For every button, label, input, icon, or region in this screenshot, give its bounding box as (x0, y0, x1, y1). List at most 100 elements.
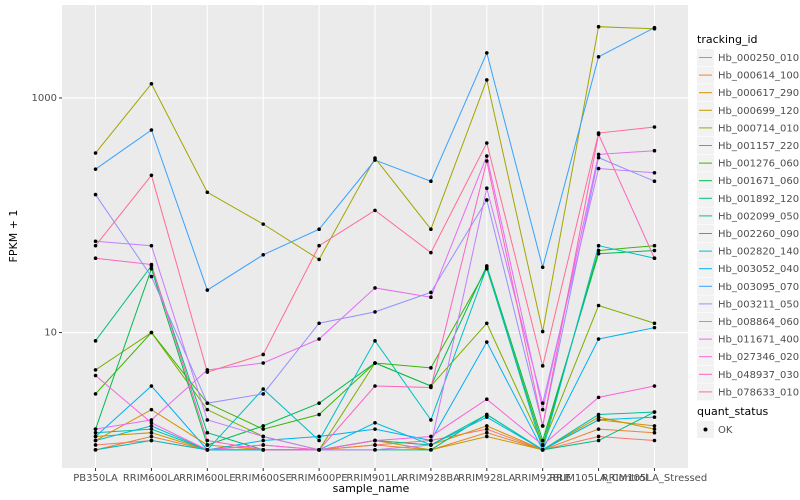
data-point (429, 434, 433, 439)
data-point (484, 397, 489, 402)
data-point (484, 186, 489, 191)
data-point (93, 243, 98, 248)
legend2-title: quant_status (697, 405, 769, 418)
data-point (429, 366, 433, 370)
data-point (596, 152, 601, 157)
data-point (652, 179, 657, 184)
data-point (429, 385, 433, 390)
data-point (261, 448, 266, 452)
data-point (596, 337, 601, 341)
legend-label: Hb_001157_220 (718, 141, 799, 152)
legend-label: Hb_003211_050 (718, 299, 799, 310)
data-point (596, 418, 601, 422)
data-point (484, 430, 489, 435)
data-point (317, 243, 321, 248)
data-point (261, 387, 266, 391)
legend-label: Hb_000714_010 (718, 123, 799, 134)
data-point (93, 448, 98, 452)
legend-label: Hb_000617_290 (718, 88, 799, 99)
x-tick-label: RRIM105LA_Stressed (602, 473, 707, 484)
data-point (484, 198, 489, 202)
data-point (373, 438, 377, 443)
legend-label: Hb_001892_120 (718, 194, 799, 205)
data-point (652, 438, 657, 443)
data-point (484, 51, 489, 55)
data-point (652, 415, 657, 419)
data-point (484, 424, 489, 428)
data-point (149, 384, 154, 388)
data-point (652, 148, 657, 153)
data-point (596, 248, 601, 253)
data-point (149, 424, 154, 428)
data-point (484, 78, 489, 82)
data-point (596, 166, 601, 171)
data-point (93, 151, 98, 155)
x-tick-label: PB350LA (73, 473, 118, 484)
data-point (149, 82, 154, 86)
data-point (149, 128, 154, 132)
data-point (261, 252, 266, 257)
data-point (652, 384, 657, 388)
data-point (373, 310, 377, 314)
data-point (540, 438, 545, 443)
data-point (149, 434, 154, 439)
data-point (317, 337, 321, 341)
x-tick-label: RRIM600SE (235, 473, 292, 484)
legend-label: Hb_000250_010 (718, 53, 799, 64)
data-point (93, 434, 98, 439)
data-point (484, 141, 489, 145)
data-point (205, 430, 210, 435)
data-point (596, 55, 601, 59)
x-tick-label: RRIM928BA (402, 473, 460, 484)
data-point (484, 154, 489, 158)
data-point (429, 290, 433, 295)
legend-label: Hb_000614_100 (718, 71, 799, 82)
data-point (596, 434, 601, 439)
data-point (484, 434, 489, 439)
data-point (261, 424, 266, 428)
data-point (373, 339, 377, 343)
data-point (652, 325, 657, 330)
legend-label: Hb_027346_020 (718, 352, 799, 363)
data-point (652, 427, 657, 431)
legend-label: Hb_002099_050 (718, 211, 799, 222)
data-point (596, 438, 601, 443)
data-point (373, 208, 377, 213)
legend-label: Hb_002820_140 (718, 247, 799, 258)
data-point (596, 251, 601, 256)
data-point (93, 373, 98, 378)
data-point (652, 410, 657, 414)
data-point (540, 443, 545, 447)
data-point (261, 392, 266, 396)
data-point (540, 424, 545, 428)
legend-label: Hb_003095_070 (718, 282, 799, 293)
y-tick-label: 1000 (32, 93, 57, 104)
data-point (261, 222, 266, 226)
data-point (596, 427, 601, 431)
data-point (373, 421, 377, 425)
data-point (317, 412, 321, 417)
data-point (429, 448, 433, 452)
data-point (149, 243, 154, 248)
data-point (93, 192, 98, 197)
y-tick-label: 10 (44, 328, 57, 339)
data-point (261, 443, 266, 447)
legend2-label: OK (718, 425, 733, 436)
legend-label: Hb_048937_030 (718, 370, 799, 381)
data-point (261, 438, 266, 443)
data-point (596, 303, 601, 308)
data-point (317, 448, 321, 452)
data-point (205, 190, 210, 195)
legend-title: tracking_id (697, 33, 758, 46)
data-point (596, 415, 601, 419)
data-point (317, 401, 321, 405)
data-point (317, 227, 321, 232)
data-point (317, 434, 321, 439)
data-point (93, 339, 98, 343)
x-tick-label: RRIM901LA (346, 473, 403, 484)
x-tick-label: RRIM600LE (179, 473, 235, 484)
legend-label: Hb_002260_090 (718, 229, 799, 240)
data-point (149, 173, 154, 178)
